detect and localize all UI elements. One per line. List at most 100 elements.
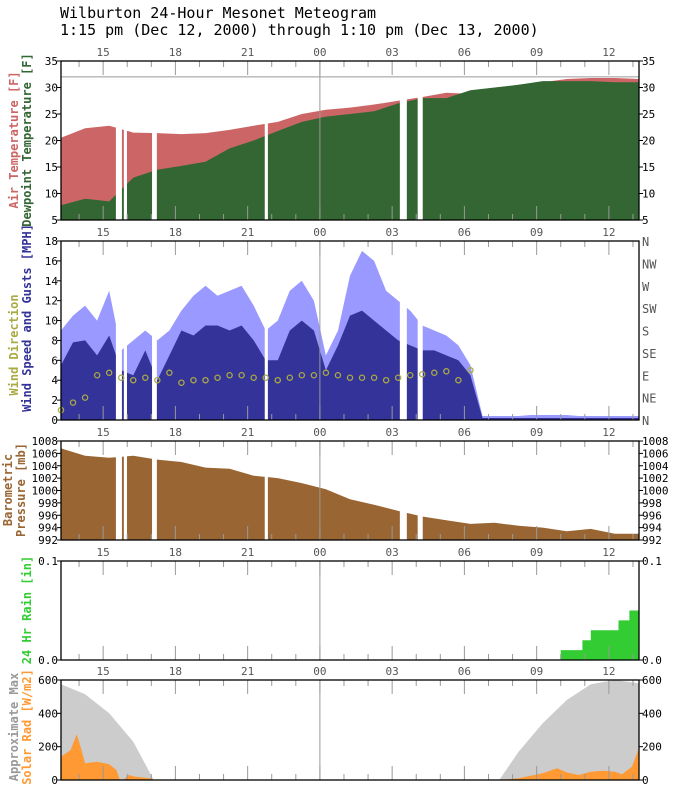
wind-direction-point	[129, 376, 137, 384]
hour-label: 03	[386, 665, 399, 678]
y-tick-label-left: 30	[45, 82, 58, 95]
hour-label: 06	[458, 46, 471, 59]
direction-label: SW	[642, 302, 657, 316]
wind-direction-point	[346, 374, 354, 381]
y-tick-label-left: 998	[38, 497, 58, 510]
y-tick-label-left: 15	[45, 161, 58, 174]
hour-label: 21	[241, 546, 254, 559]
data-gap	[264, 62, 268, 220]
y-tick-label-left: 16	[45, 255, 58, 268]
direction-label: NE	[642, 392, 656, 406]
hour-label: 09	[530, 46, 543, 59]
y-tick-label-left: 18	[45, 235, 58, 248]
wind-direction-point	[286, 374, 294, 381]
y-tick-label-left: 1004	[32, 460, 59, 473]
y-tick-label-left: 600	[38, 674, 58, 687]
data-gap	[264, 242, 268, 420]
solar-rad-axis-label: Solar Rad [W/m2]	[20, 669, 34, 785]
wind-direction-point	[69, 399, 77, 406]
hour-label: 03	[386, 426, 399, 439]
data-gap	[123, 242, 127, 420]
wind-direction-point	[455, 376, 462, 384]
y-tick-label-right: 10	[642, 188, 655, 201]
hour-label: 03	[386, 46, 399, 59]
data-gap	[115, 62, 122, 220]
hour-label: 00	[313, 546, 326, 559]
data-gap	[417, 62, 423, 220]
wind-direction-point	[117, 374, 125, 381]
hour-label: 09	[530, 426, 543, 439]
wind-direction-point	[370, 374, 378, 381]
y-tick-label-left: 0.1	[38, 555, 58, 568]
data-gap	[417, 242, 423, 420]
y-tick-label-right: 0.1	[642, 555, 662, 568]
hour-label: 06	[458, 426, 471, 439]
hour-label: 06	[458, 546, 471, 559]
hour-label: 00	[313, 426, 326, 439]
hour-label: 03	[386, 226, 399, 239]
solar-max-area	[61, 680, 639, 780]
y-tick-label-left: 6	[51, 354, 58, 367]
y-tick-label-left: 0	[51, 414, 58, 427]
hour-label: 12	[602, 46, 615, 59]
plot-frame	[60, 240, 640, 421]
solar-rad-area	[61, 734, 639, 780]
y-tick-label-right: 400	[642, 707, 662, 720]
hour-label: 15	[97, 665, 110, 678]
wind-direction-point	[142, 374, 149, 381]
wind-direction-point	[262, 374, 269, 381]
wind-direction-point	[443, 368, 450, 375]
y-tick-label-right: 1002	[642, 472, 669, 485]
pressure-area	[61, 448, 639, 540]
hour-label: 06	[458, 226, 471, 239]
y-tick-label-left: 200	[38, 741, 58, 754]
data-gap	[123, 62, 127, 220]
hour-label: 15	[97, 426, 110, 439]
wind-direction-point	[154, 376, 161, 384]
direction-label: E	[642, 369, 649, 383]
dewpoint-area	[61, 81, 639, 220]
hour-label: 21	[241, 665, 254, 678]
wind-direction-point	[418, 371, 426, 378]
y-tick-label-right: 5	[642, 214, 649, 227]
rain-area	[61, 610, 639, 660]
y-tick-label-right: 998	[642, 497, 662, 510]
y-tick-label-right: 1004	[642, 460, 669, 473]
y-tick-label-right: 1006	[642, 447, 669, 460]
y-tick-label-left: 14	[45, 275, 59, 288]
y-tick-label-right: 35	[642, 55, 655, 68]
wind-speed-area	[61, 310, 639, 420]
hour-label: 09	[530, 226, 543, 239]
wind-direction-point	[81, 394, 89, 401]
direction-label: W	[642, 280, 650, 294]
hour-label: 12	[602, 226, 615, 239]
hour-label: 18	[169, 226, 182, 239]
wind-direction-point	[250, 374, 257, 381]
hour-label: 18	[169, 426, 182, 439]
hour-label: 15	[97, 546, 110, 559]
air-temp-axis-label: Air Temperature [F]	[7, 71, 21, 208]
y-tick-label-left: 35	[45, 55, 58, 68]
title-line-1: Wilburton 24-Hour Mesonet Meteogram	[60, 4, 376, 22]
y-tick-label-left: 25	[45, 108, 58, 121]
y-tick-label-right: 994	[642, 522, 662, 535]
wind-direction-point	[394, 374, 402, 381]
wind-direction-axis-label: Wind Direction	[7, 294, 21, 395]
y-tick-label-right: 0	[642, 774, 649, 787]
y-tick-label-left: 992	[38, 534, 58, 547]
wind-direction-point	[358, 374, 366, 381]
y-tick-label-left: 2	[51, 394, 58, 407]
plot-frame	[60, 679, 640, 781]
wind-direction-point	[298, 371, 306, 379]
y-tick-label-left: 12	[45, 295, 58, 308]
pressure-axis-label-1: Barometric	[1, 454, 15, 526]
wind-speed-axis-label: Wind Speed and Gusts [MPH]	[20, 224, 34, 412]
data-gap	[399, 242, 407, 420]
title-line-2: 1:15 pm (Dec 12, 2000) through 1:10 pm (…	[60, 21, 539, 39]
wind-direction-point	[322, 369, 330, 377]
wind-direction-point	[214, 374, 221, 381]
data-gap	[152, 62, 157, 220]
wind-direction-point	[431, 369, 438, 377]
